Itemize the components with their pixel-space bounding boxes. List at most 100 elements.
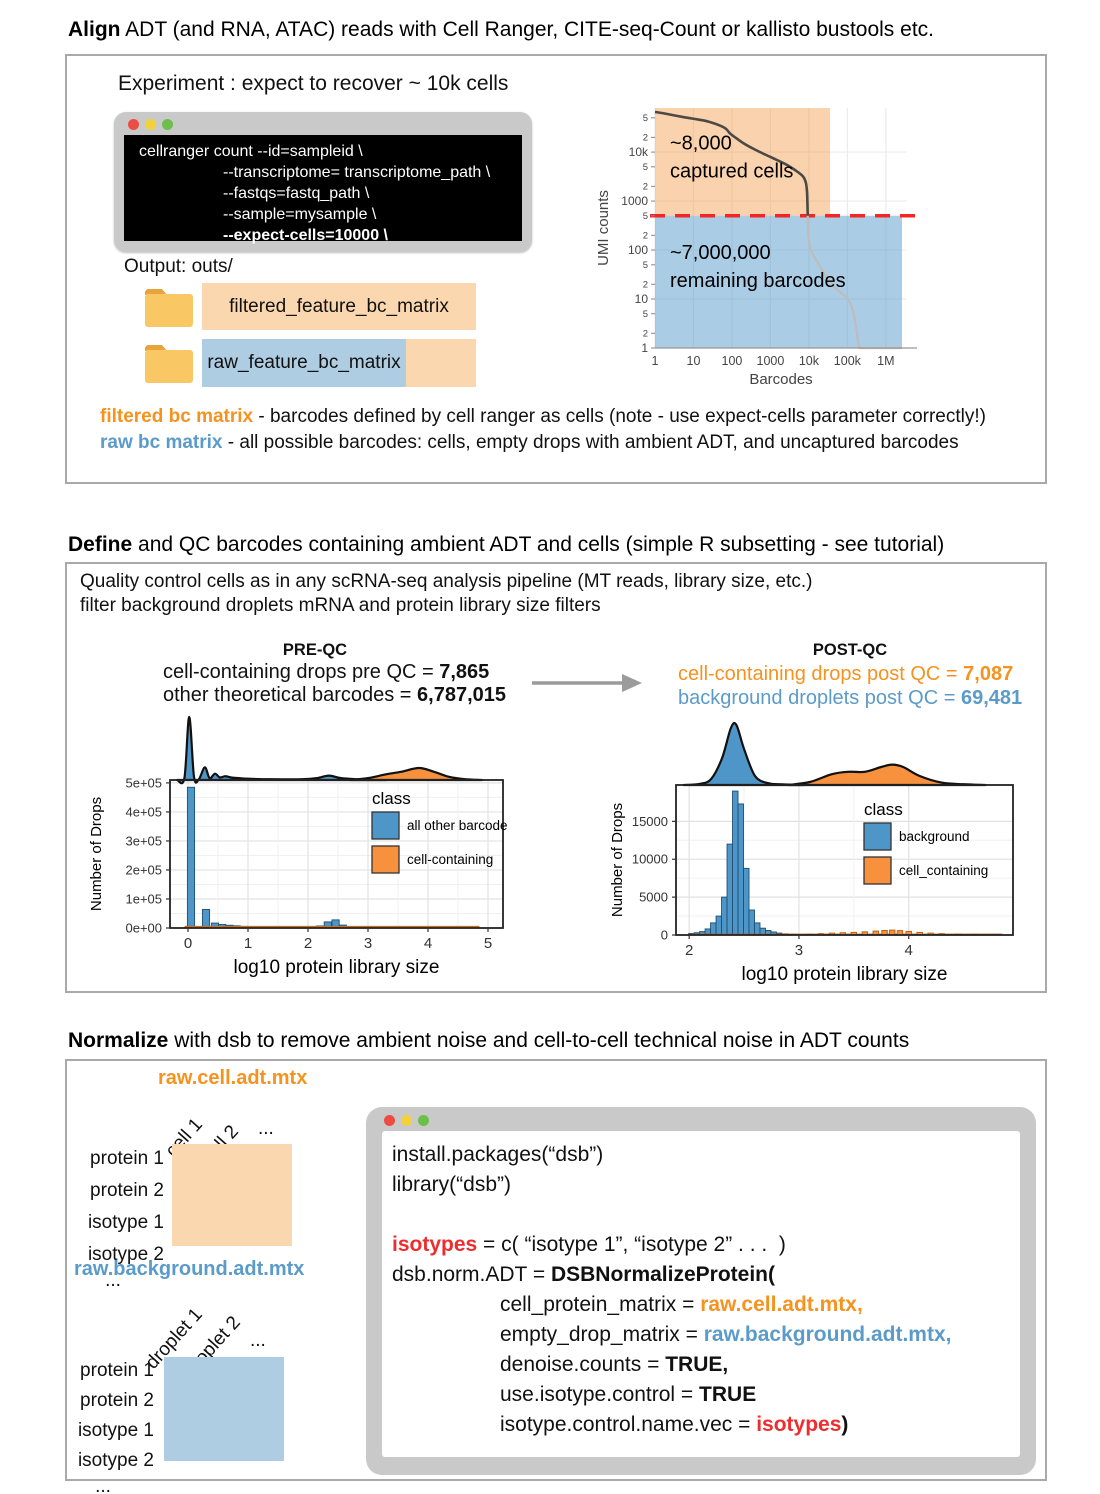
terminal-screen: cellranger count --id=sampleid \ --transc… (124, 135, 522, 244)
cell-matrix-block (172, 1144, 292, 1246)
svg-text:100: 100 (628, 243, 648, 257)
svg-text:Barcodes: Barcodes (749, 371, 812, 388)
svg-text:Number of Drops: Number of Drops (609, 803, 626, 917)
minimize-window-icon (145, 119, 156, 130)
row-label: isotype 2 (87, 1244, 164, 1265)
svg-text:remaining barcodes: remaining barcodes (670, 270, 846, 292)
row-label: protein 2 (80, 1390, 154, 1411)
terminal-command: cellranger count --id=sampleid \ --transc… (139, 143, 491, 244)
svg-text:3e+05: 3e+05 (125, 833, 162, 848)
svg-text:1000: 1000 (621, 194, 648, 208)
svg-text:5e+05: 5e+05 (125, 775, 162, 790)
raw-note-lead: raw bc matrix (100, 432, 223, 453)
cell-matrix-row-dots: ... (105, 1270, 121, 1291)
section3-title-bold: Normalize (68, 1029, 169, 1052)
svg-text:background: background (899, 829, 970, 844)
pre-qc-histogram: 0e+00 1e+05 2e+05 3e+05 4e+05 5e+05 0 1 2 3 4 5 log1… (88, 715, 508, 978)
svg-text:10k: 10k (629, 145, 649, 159)
r-code: install.packages(“dsb”) library(“dsb”) iso… (392, 1143, 952, 1436)
background-matrix-col-dots: ... (250, 1330, 266, 1351)
pre-qc-stat2-value: 6,787,015 (417, 684, 507, 706)
svg-text:1000: 1000 (757, 354, 785, 368)
post-qc-stat1-label: cell-containing drops post QC = (678, 663, 964, 685)
post-qc-histogram: 0 5000 10000 15000 2 3 4 log10 protein library … (609, 721, 1014, 985)
pre-qc-stats: cell-containing drops pre QC = 7,865 oth… (163, 661, 506, 707)
row-label: isotype 2 (77, 1450, 154, 1471)
svg-text:1M: 1M (877, 354, 894, 368)
svg-text:4: 4 (905, 942, 913, 959)
svg-text:2: 2 (643, 230, 648, 241)
raw-matrix-chip: raw_feature_bc_matrix (202, 339, 406, 387)
svg-text:3: 3 (364, 935, 372, 952)
svg-text:5: 5 (643, 113, 648, 124)
minimize-window-icon (401, 1115, 412, 1126)
cell-matrix-title: raw.cell.adt.mtx (158, 1067, 308, 1089)
post-qc-stat-line2: background droplets post QC = 69,481 (678, 686, 1022, 710)
folder-icon (145, 289, 193, 327)
svg-text:2: 2 (643, 181, 648, 192)
arrow-right-icon (532, 674, 642, 692)
cell-matrix-row-labels: protein 1 protein 2 isotype 1 isotype 2 (62, 1143, 164, 1271)
qc-description-line1: Quality control cells as in any scRNA-se… (80, 571, 813, 592)
svg-text:100: 100 (722, 354, 743, 368)
svg-text:all other barcode: all other barcode (407, 818, 508, 833)
svg-text:15000: 15000 (632, 814, 668, 829)
zoom-window-icon (162, 119, 173, 130)
pre-qc-stat2-label: other theoretical barcodes = (163, 684, 418, 706)
r-code-area (382, 1131, 1020, 1457)
window-traffic-lights (128, 119, 173, 130)
row-label: isotype 1 (77, 1420, 154, 1441)
pre-qc-stat1-label: cell-containing drops pre QC = (163, 661, 440, 683)
row-label: protein 1 (90, 1148, 164, 1169)
experiment-label: Experiment : expect to recover ~ 10k cel… (118, 72, 509, 95)
row-label: protein 2 (90, 1180, 164, 1201)
svg-text:~7,000,000: ~7,000,000 (670, 242, 771, 264)
svg-text:class: class (864, 800, 903, 819)
svg-text:log10 protein library size: log10 protein library size (234, 957, 440, 978)
svg-text:2: 2 (685, 942, 693, 959)
section2-title: Define and QC barcodes containing ambien… (68, 533, 944, 557)
svg-text:3: 3 (795, 942, 803, 959)
zoom-window-icon (418, 1115, 429, 1126)
background-matrix-block (164, 1357, 284, 1461)
svg-text:1: 1 (641, 341, 648, 355)
raw-matrix-label: raw_feature_bc_matrix (207, 352, 401, 373)
svg-text:10k: 10k (799, 354, 820, 368)
post-qc-stat-line1: cell-containing drops post QC = 7,087 (678, 662, 1022, 686)
svg-text:captured cells: captured cells (670, 161, 793, 183)
post-qc-stat2-value: 69,481 (960, 687, 1023, 709)
svg-text:100k: 100k (834, 354, 862, 368)
background-matrix-row-dots: ... (95, 1476, 111, 1494)
svg-text:UMI counts: UMI counts (595, 190, 612, 266)
window-traffic-lights (384, 1115, 429, 1126)
cell-matrix-col-dots: ... (258, 1118, 274, 1139)
row-label: protein 1 (80, 1360, 154, 1381)
svg-text:4: 4 (424, 935, 432, 952)
section2-title-rest: and QC barcodes containing ambient ADT a… (132, 533, 945, 556)
pre-qc-stat-line2: other theoretical barcodes = 6,787,015 (163, 684, 506, 707)
svg-text:2: 2 (304, 935, 312, 952)
filtered-note-lead: filtered bc matrix (100, 406, 254, 427)
close-window-icon (384, 1115, 395, 1126)
post-qc-stats: cell-containing drops post QC = 7,087 ba… (678, 662, 1022, 710)
terminal-window: cellranger count --id=sampleid \ --transc… (114, 112, 532, 252)
svg-text:10: 10 (687, 354, 701, 368)
svg-text:1: 1 (652, 354, 659, 368)
svg-text:2: 2 (643, 279, 648, 290)
filtered-note: filtered bc matrix - barcodes defined by… (100, 406, 986, 428)
svg-text:2: 2 (643, 132, 648, 143)
section1-title-bold: Align (68, 18, 121, 41)
svg-text:5000: 5000 (639, 890, 668, 905)
svg-text:Number of Drops: Number of Drops (88, 797, 105, 911)
row-label: isotype 1 (87, 1212, 164, 1233)
svg-text:5: 5 (643, 162, 648, 173)
raw-note: raw bc matrix - all possible barcodes: c… (100, 432, 959, 454)
background-matrix-row-labels: protein 1 protein 2 isotype 1 isotype 2 (52, 1356, 154, 1476)
svg-text:cell-containing: cell-containing (407, 852, 493, 867)
svg-text:5: 5 (484, 935, 492, 952)
pre-qc-stat-line1: cell-containing drops pre QC = 7,865 (163, 661, 506, 684)
output-label: Output: outs/ (124, 256, 233, 277)
r-code-window (366, 1107, 1036, 1475)
raw-matrix-cells-segment (406, 339, 476, 387)
